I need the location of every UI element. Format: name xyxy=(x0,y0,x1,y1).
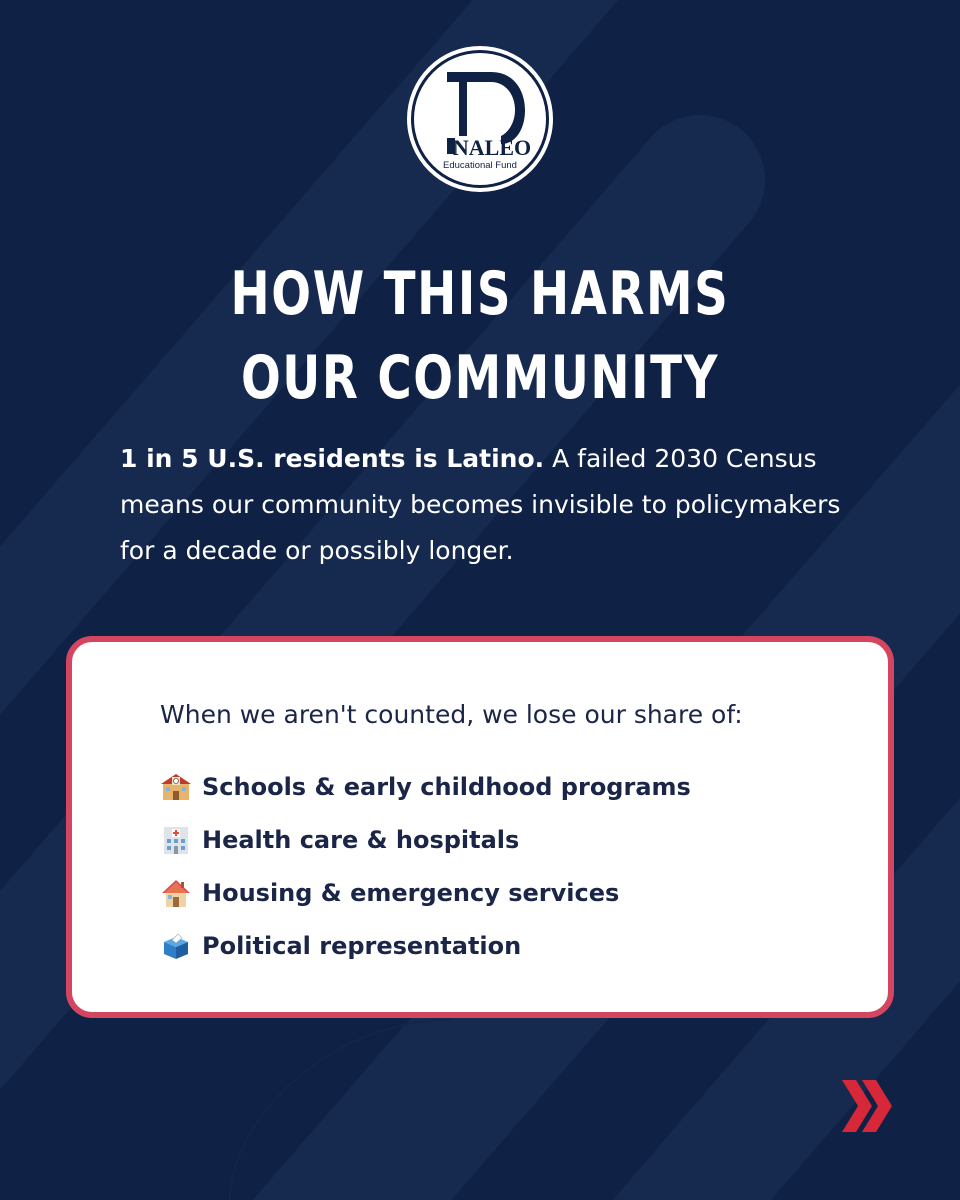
losses-list: Schools & early childhood programs Healt… xyxy=(160,760,691,972)
intro-highlight: 1 in 5 U.S. residents is Latino. xyxy=(120,444,545,473)
intro-paragraph: 1 in 5 U.S. residents is Latino. A faile… xyxy=(120,436,860,574)
ballot-box-icon xyxy=(164,933,188,959)
list-item: Housing & emergency services xyxy=(160,866,691,919)
card-lead-text: When we aren't counted, we lose our shar… xyxy=(160,700,743,729)
list-item: Schools & early childhood programs xyxy=(160,760,691,813)
page-title: HOW THIS HARMS OUR COMMUNITY xyxy=(106,252,855,420)
list-item: Political representation xyxy=(160,919,691,972)
house-icon xyxy=(162,879,190,907)
double-chevron-right-icon[interactable] xyxy=(840,1078,894,1134)
list-item-label: Political representation xyxy=(202,931,522,960)
list-item-label: Schools & early childhood programs xyxy=(202,772,691,801)
naleo-logo: NALEO Educational Fund xyxy=(407,46,553,192)
page-title-line-2: OUR COMMUNITY xyxy=(240,343,720,413)
list-item-label: Health care & hospitals xyxy=(202,825,520,854)
list-item-label: Housing & emergency services xyxy=(202,878,620,907)
hospital-icon xyxy=(164,826,188,854)
page-title-line-1: HOW THIS HARMS xyxy=(230,259,730,329)
logo-subtitle: Educational Fund xyxy=(443,160,517,171)
logo-wordmark: NALEO xyxy=(453,135,531,160)
losses-card: When we aren't counted, we lose our shar… xyxy=(66,636,894,1018)
logo-d-mark xyxy=(447,72,525,154)
intro-text: A failed 2030 Census means our community… xyxy=(120,444,841,565)
school-icon xyxy=(161,773,191,800)
list-item: Health care & hospitals xyxy=(160,813,691,866)
